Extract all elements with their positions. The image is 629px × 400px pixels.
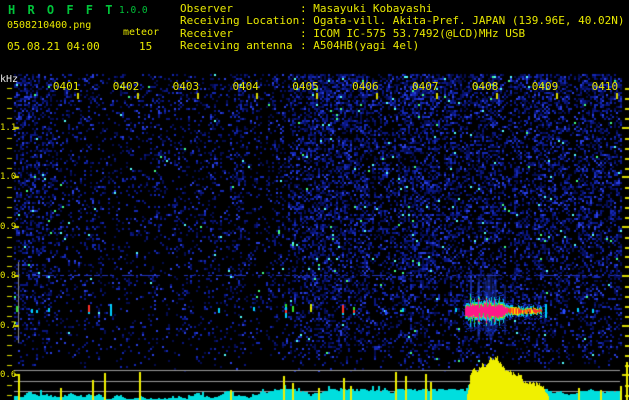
output-filename: 0508210400.png xyxy=(7,20,92,31)
info-value: Masayuki Kobayashi xyxy=(313,2,433,15)
app-version: 1.0.0 xyxy=(119,5,148,16)
mode-label: meteor xyxy=(123,27,160,38)
info-value: ICOM IC-575 53.7492(@LCD)MHz USB xyxy=(313,26,526,40)
time-label-0409: 0409 xyxy=(531,80,559,93)
info-row: Observer: Masayuki Kobayashi xyxy=(180,2,625,15)
info-colon: : xyxy=(300,26,314,40)
info-label: Receiving Location xyxy=(180,14,300,28)
freq-label-0.6: 0.6 xyxy=(0,370,17,380)
time-label-0406: 0406 xyxy=(352,80,379,93)
station-info: Observer: Masayuki Kobayashi Receiving Lo… xyxy=(180,2,625,53)
datetime-label: 05.08.21 04:00 xyxy=(7,40,100,53)
freq-label-1.0: 1.0 xyxy=(0,172,17,183)
freq-label-0.9: 0.9 xyxy=(0,221,17,232)
info-label: Receiving antenna xyxy=(180,39,293,53)
time-label-0408: 0408 xyxy=(471,80,499,93)
info-colon: : xyxy=(300,39,314,53)
meteor-count: 15 xyxy=(139,40,153,53)
info-label: Observer xyxy=(180,2,233,15)
freq-label-0.8: 0.8 xyxy=(0,271,17,282)
info-value: Ogata-vill. Akita-Pref. JAPAN (139.96E, … xyxy=(313,14,625,28)
freq-label-1.1: 1.1 xyxy=(0,123,17,133)
info-row: Receiving Location: Ogata-vill. Akita-Pr… xyxy=(180,14,625,28)
time-label-0407: 0407 xyxy=(412,80,439,93)
time-label-0404: 0404 xyxy=(232,80,259,93)
info-colon: : xyxy=(300,2,314,15)
time-label-0403: 0403 xyxy=(172,80,200,93)
info-label: Receiver xyxy=(180,26,233,40)
time-label-0405: 0405 xyxy=(292,80,319,93)
y-axis-unit-label: kHz xyxy=(0,74,19,85)
info-colon: : xyxy=(300,14,314,28)
info-row: Receiving antenna: A504HB(yagi 4el) xyxy=(180,39,625,53)
time-label-0401: 0401 xyxy=(52,80,80,93)
info-row: Receiver: ICOM IC-575 53.7492(@LCD)MHz U… xyxy=(180,26,625,40)
time-label-0410: 0410 xyxy=(591,80,619,93)
freq-label-0.7: 0.7 xyxy=(0,320,17,331)
app-title: H R O F F T xyxy=(8,3,115,17)
info-value: A504HB(yagi 4el) xyxy=(313,39,420,53)
time-label-0402: 0402 xyxy=(112,80,140,93)
